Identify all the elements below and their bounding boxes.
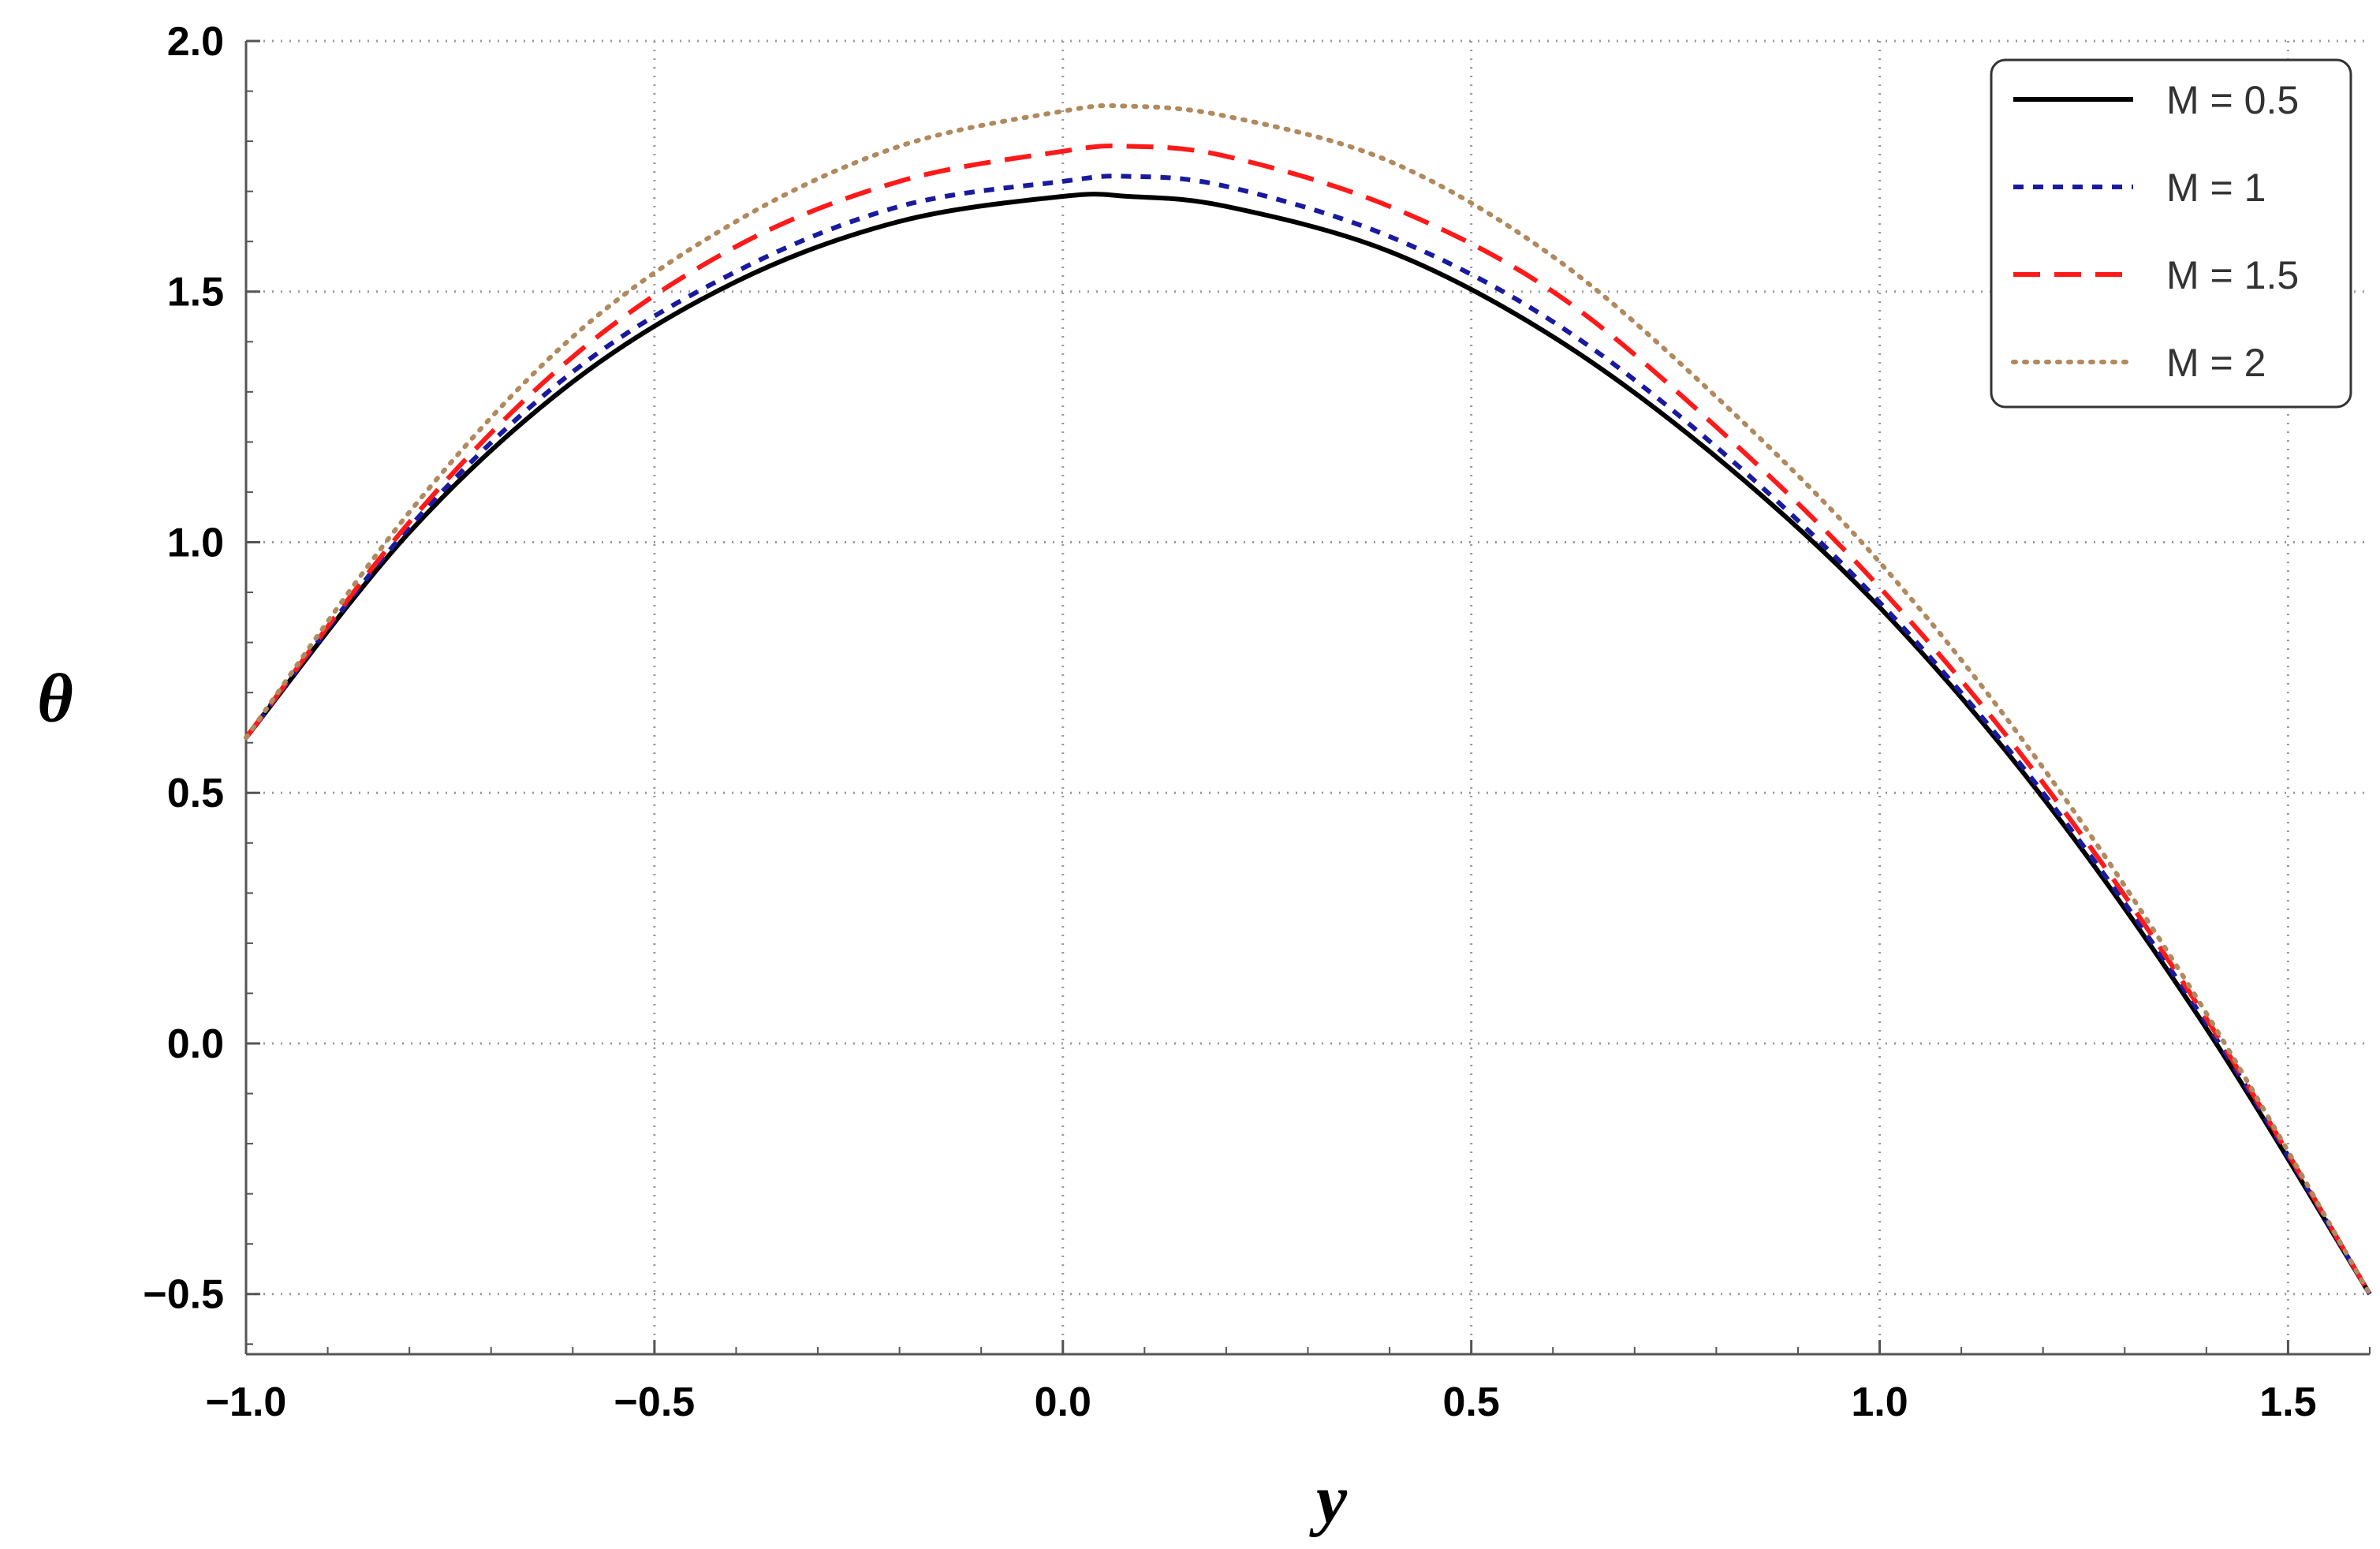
series-line-2 [244, 174, 2372, 1296]
y-tick-label: 0.5 [167, 771, 224, 816]
series-line-3 [244, 143, 2372, 1296]
ticks: −1.0 −0.5 0.0 0.5 1.0 1.5 −0.5 0.0 0.5 1.0 1.5 2.0 [143, 19, 2371, 1425]
y-tick-label: −0.5 [143, 1272, 224, 1318]
legend-label-3: M = 1.5 [2166, 253, 2299, 297]
series-line-4 [244, 103, 2372, 1297]
series-group [244, 103, 2372, 1297]
y-tick-label: 2.0 [167, 19, 224, 65]
y-tick-label: 1.5 [167, 270, 224, 315]
y-tick-label: 0.0 [167, 1021, 224, 1067]
y-axis-label: θ [37, 661, 73, 737]
series-line-1 [244, 192, 2372, 1296]
x-tick-label: −1.0 [206, 1379, 287, 1425]
x-tick-label: 0.0 [1035, 1379, 1091, 1425]
y-tick-label: 1.0 [167, 520, 224, 565]
x-tick-label: −0.5 [614, 1379, 696, 1425]
legend-label-4: M = 2 [2166, 341, 2266, 385]
x-tick-label: 0.5 [1443, 1379, 1500, 1425]
x-tick-label: 1.0 [1851, 1379, 1908, 1425]
legend: M = 0.5 M = 1 M = 1.5 M = 2 [1990, 58, 2352, 409]
legend-label-1: M = 0.5 [2166, 78, 2299, 122]
legend-box [1990, 58, 2352, 409]
x-axis-label: y [1309, 1461, 1348, 1538]
legend-label-2: M = 1 [2166, 166, 2266, 210]
x-tick-label: 1.5 [2259, 1379, 2316, 1425]
